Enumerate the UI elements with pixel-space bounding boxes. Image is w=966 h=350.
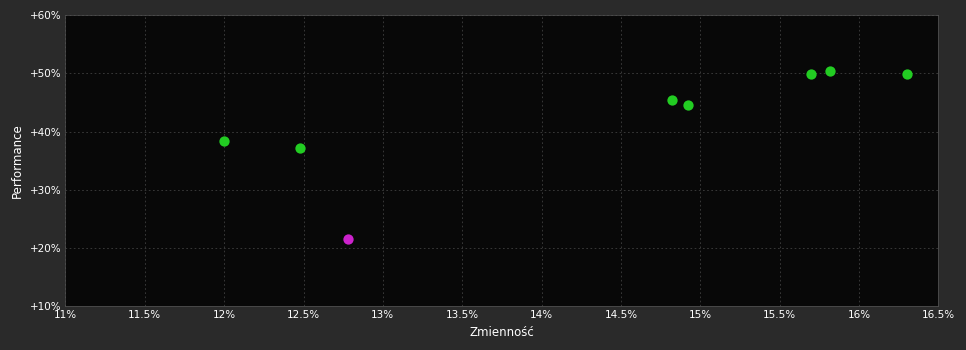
- Point: [664, 97, 679, 102]
- Point: [898, 72, 914, 77]
- Point: [293, 145, 308, 150]
- Y-axis label: Performance: Performance: [12, 123, 24, 198]
- X-axis label: Zmienność: Zmienność: [469, 326, 534, 339]
- Point: [340, 236, 355, 242]
- Point: [680, 103, 696, 108]
- Point: [804, 72, 819, 77]
- Point: [216, 139, 232, 144]
- Point: [823, 68, 838, 74]
